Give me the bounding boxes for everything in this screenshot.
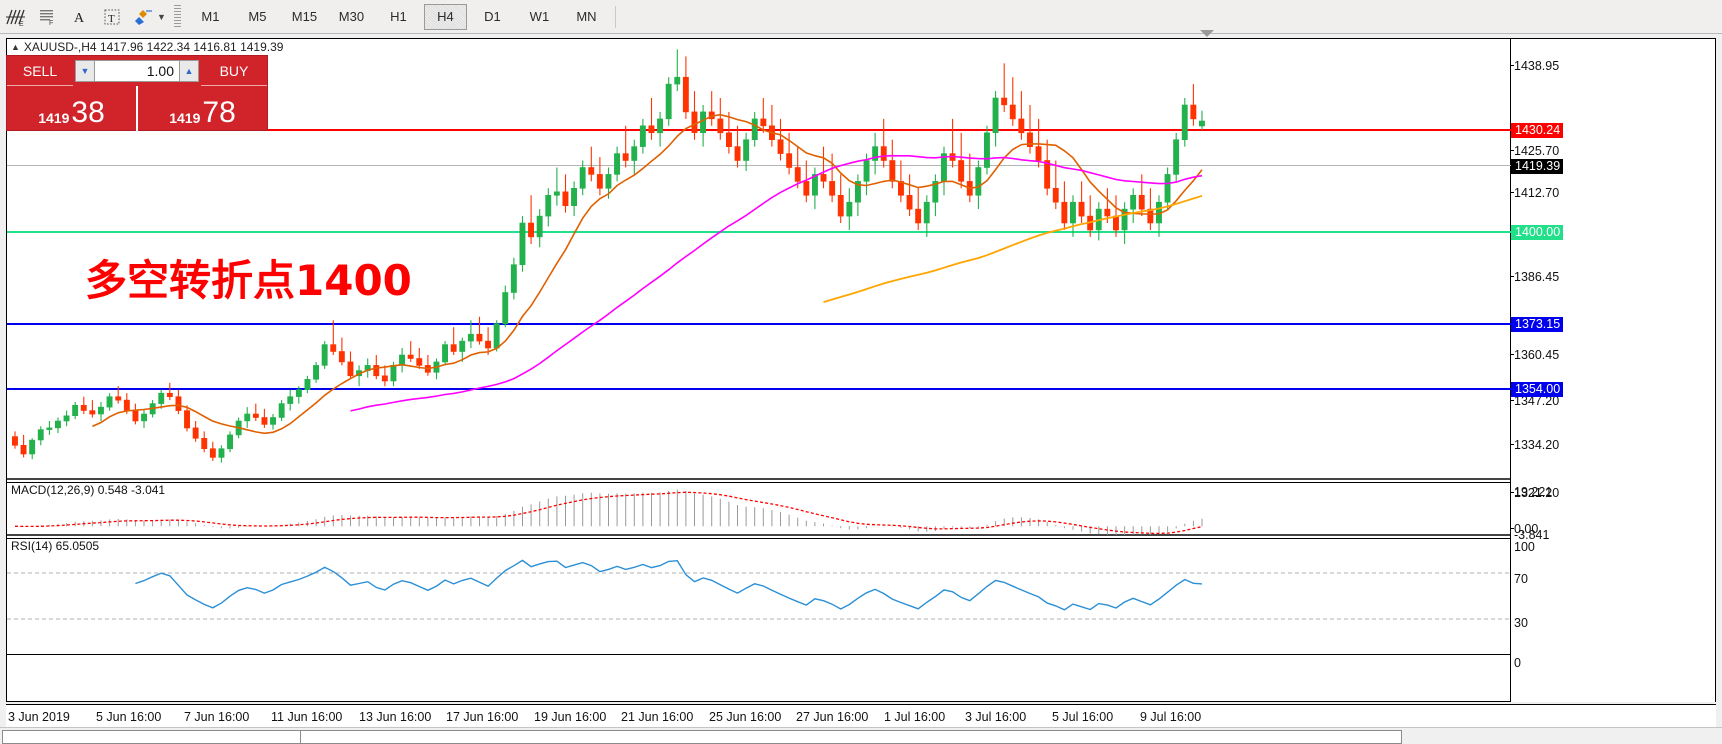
time-tick-11: 3 Jul 16:00	[965, 710, 1027, 724]
macd-pane[interactable]: MACD(12,26,9) 0.548 -3.041	[7, 482, 1511, 536]
time-tick-3: 11 Jun 16:00	[271, 710, 343, 724]
time-tick-7: 21 Jun 16:00	[621, 710, 694, 724]
one-click-trading-panel[interactable]: SELL ▼ 1.00 ▲ BUY 1419 38 1419 78	[6, 55, 268, 131]
text-tool-icon[interactable]: A	[64, 2, 96, 32]
time-tick-13: 9 Jul 16:00	[1140, 710, 1202, 724]
price-label-1430[interactable]: 1430.24	[1511, 123, 1564, 138]
price-axis[interactable]: 1438.95 1425.70 1412.70 1386.45 1360.45 …	[1509, 39, 1715, 702]
order-panel-prices: 1419 38 1419 78	[7, 86, 267, 131]
price-tick-1386: 1386.45	[1509, 270, 1560, 284]
chart-collapse-handle[interactable]	[1200, 30, 1214, 38]
main-toolbar: E F A T	[0, 0, 1722, 34]
level-line-1400[interactable]	[7, 231, 1511, 233]
svg-text:E: E	[19, 21, 24, 27]
macd-tick-zero: 0.00	[1509, 522, 1539, 536]
time-tick-1: 5 Jun 16:00	[96, 710, 162, 724]
symbol-info-bar: ▲ XAUUSD-,H4 1417.96 1422.34 1416.81 141…	[7, 39, 283, 55]
timeframe-mn[interactable]: MN	[576, 9, 597, 24]
price-tick-1438: 1438.95	[1509, 59, 1560, 73]
sell-price-prefix: 1419	[38, 110, 70, 126]
timeframe-h1[interactable]: H1	[390, 9, 407, 24]
svg-text:F: F	[49, 20, 53, 26]
timeframe-h4[interactable]: H4	[423, 3, 467, 30]
time-tick-6: 19 Jun 16:00	[534, 710, 607, 724]
time-tick-9: 27 Jun 16:00	[796, 710, 869, 724]
scrollbar-thumb-right[interactable]	[300, 730, 1402, 744]
horizontal-scrollbar[interactable]	[0, 727, 1722, 744]
symbol-info-text: XAUUSD-,H4 1417.96 1422.34 1416.81 1419.…	[23, 40, 284, 54]
macd-label: MACD(12,26,9) 0.548 -3.041	[11, 483, 166, 497]
level-line-1354[interactable]	[7, 388, 1511, 390]
sell-button[interactable]: SELL	[7, 56, 73, 86]
rsi-pane[interactable]: RSI(14) 65.0505	[7, 538, 1511, 655]
macd-tick-min: -3.841	[1514, 528, 1550, 542]
rsi-tick-30: 30	[1514, 616, 1528, 630]
sell-price[interactable]: 1419 38	[7, 86, 138, 131]
toolbar-divider	[614, 5, 616, 28]
time-tick-2: 7 Jun 16:00	[184, 710, 250, 724]
toolbar-grip[interactable]	[173, 4, 181, 29]
buy-price[interactable]: 1419 78	[138, 86, 267, 131]
rsi-tick-0: 0	[1514, 656, 1521, 670]
buy-button[interactable]: BUY	[201, 56, 267, 86]
price-tick-1347: 1347.20	[1509, 394, 1560, 408]
timeframe-m1[interactable]: M1	[201, 9, 220, 24]
buy-price-prefix: 1419	[169, 110, 201, 126]
sell-price-pips: 38	[71, 96, 105, 129]
text-label-icon[interactable]: T	[96, 2, 128, 32]
level-line-1430[interactable]	[7, 129, 1511, 131]
price-tick-1334: 1334.20	[1509, 438, 1560, 452]
price-label-1400[interactable]: 1400.00	[1511, 225, 1564, 240]
level-line-current-price	[7, 165, 1511, 166]
timeframe-w1[interactable]: W1	[529, 9, 550, 24]
price-label-1354[interactable]: 1354.00	[1511, 382, 1564, 397]
price-tick-1412: 1412.70	[1509, 186, 1560, 200]
time-tick-8: 25 Jun 16:00	[709, 710, 782, 724]
time-tick-4: 13 Jun 16:00	[359, 710, 432, 724]
level-line-1373[interactable]	[7, 323, 1511, 325]
price-tick-1360: 1360.45	[1509, 348, 1560, 362]
svg-text:A: A	[74, 11, 85, 26]
chevron-down-icon[interactable]: ▼	[157, 11, 166, 22]
volume-input[interactable]: 1.00	[95, 60, 179, 82]
templates-icon[interactable]: F	[32, 2, 64, 32]
timeframe-m30[interactable]: M30	[338, 9, 365, 24]
chart-annotation-text[interactable]: 多空转折点1400	[85, 256, 412, 305]
collapse-arrow-icon[interactable]: ▲	[11, 42, 20, 52]
volume-decrement-button[interactable]: ▼	[75, 60, 95, 82]
time-tick-10: 1 Jul 16:00	[884, 710, 946, 724]
volume-increment-button[interactable]: ▲	[179, 60, 199, 82]
buy-price-pips: 78	[202, 96, 236, 129]
time-axis[interactable]: 3 Jun 2019 5 Jun 16:00 7 Jun 16:00 11 Ju…	[6, 704, 1716, 728]
chart-area[interactable]: ▲ XAUUSD-,H4 1417.96 1422.34 1416.81 141…	[6, 38, 1716, 702]
time-tick-5: 17 Jun 16:00	[446, 710, 519, 724]
timeframe-m5[interactable]: M5	[248, 9, 267, 24]
rsi-tick-100: 100	[1514, 540, 1535, 554]
timeframe-d1[interactable]: D1	[484, 9, 501, 24]
timeframe-m15[interactable]: M15	[291, 9, 318, 24]
rsi-tick-70: 70	[1514, 572, 1528, 586]
svg-text:T: T	[108, 13, 115, 25]
time-tick-0: 3 Jun 2019	[8, 710, 70, 724]
volume-stepper[interactable]: ▼ 1.00 ▲	[75, 59, 199, 83]
order-panel-top: SELL ▼ 1.00 ▲ BUY	[7, 56, 267, 86]
objects-icon[interactable]	[128, 2, 160, 32]
price-tick-1321: 1321.20	[1509, 486, 1560, 500]
macd-tick-max: 19.221	[1514, 485, 1553, 499]
time-tick-12: 5 Jul 16:00	[1052, 710, 1114, 724]
price-label-current[interactable]: 1419.39	[1511, 159, 1564, 174]
macd-series	[14, 489, 1203, 535]
indicators-icon[interactable]: E	[0, 2, 32, 32]
rsi-label: RSI(14) 65.0505	[11, 539, 100, 553]
price-label-1373[interactable]: 1373.15	[1511, 317, 1564, 332]
price-tick-1425: 1425.70	[1509, 144, 1560, 158]
rsi-series	[7, 559, 1511, 620]
candlestick-series	[12, 49, 1205, 463]
